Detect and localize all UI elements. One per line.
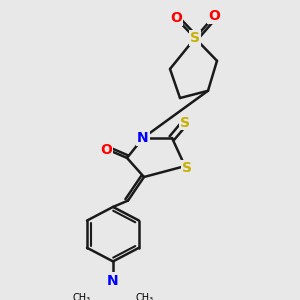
Text: O: O (208, 9, 220, 23)
Text: S: S (182, 161, 192, 175)
Text: N: N (107, 274, 119, 288)
Text: N: N (137, 131, 149, 145)
Text: CH₃: CH₃ (135, 293, 153, 300)
Text: S: S (190, 31, 200, 45)
Text: O: O (100, 143, 112, 157)
Text: S: S (180, 116, 190, 130)
Text: O: O (170, 11, 182, 25)
Text: CH₃: CH₃ (73, 293, 91, 300)
